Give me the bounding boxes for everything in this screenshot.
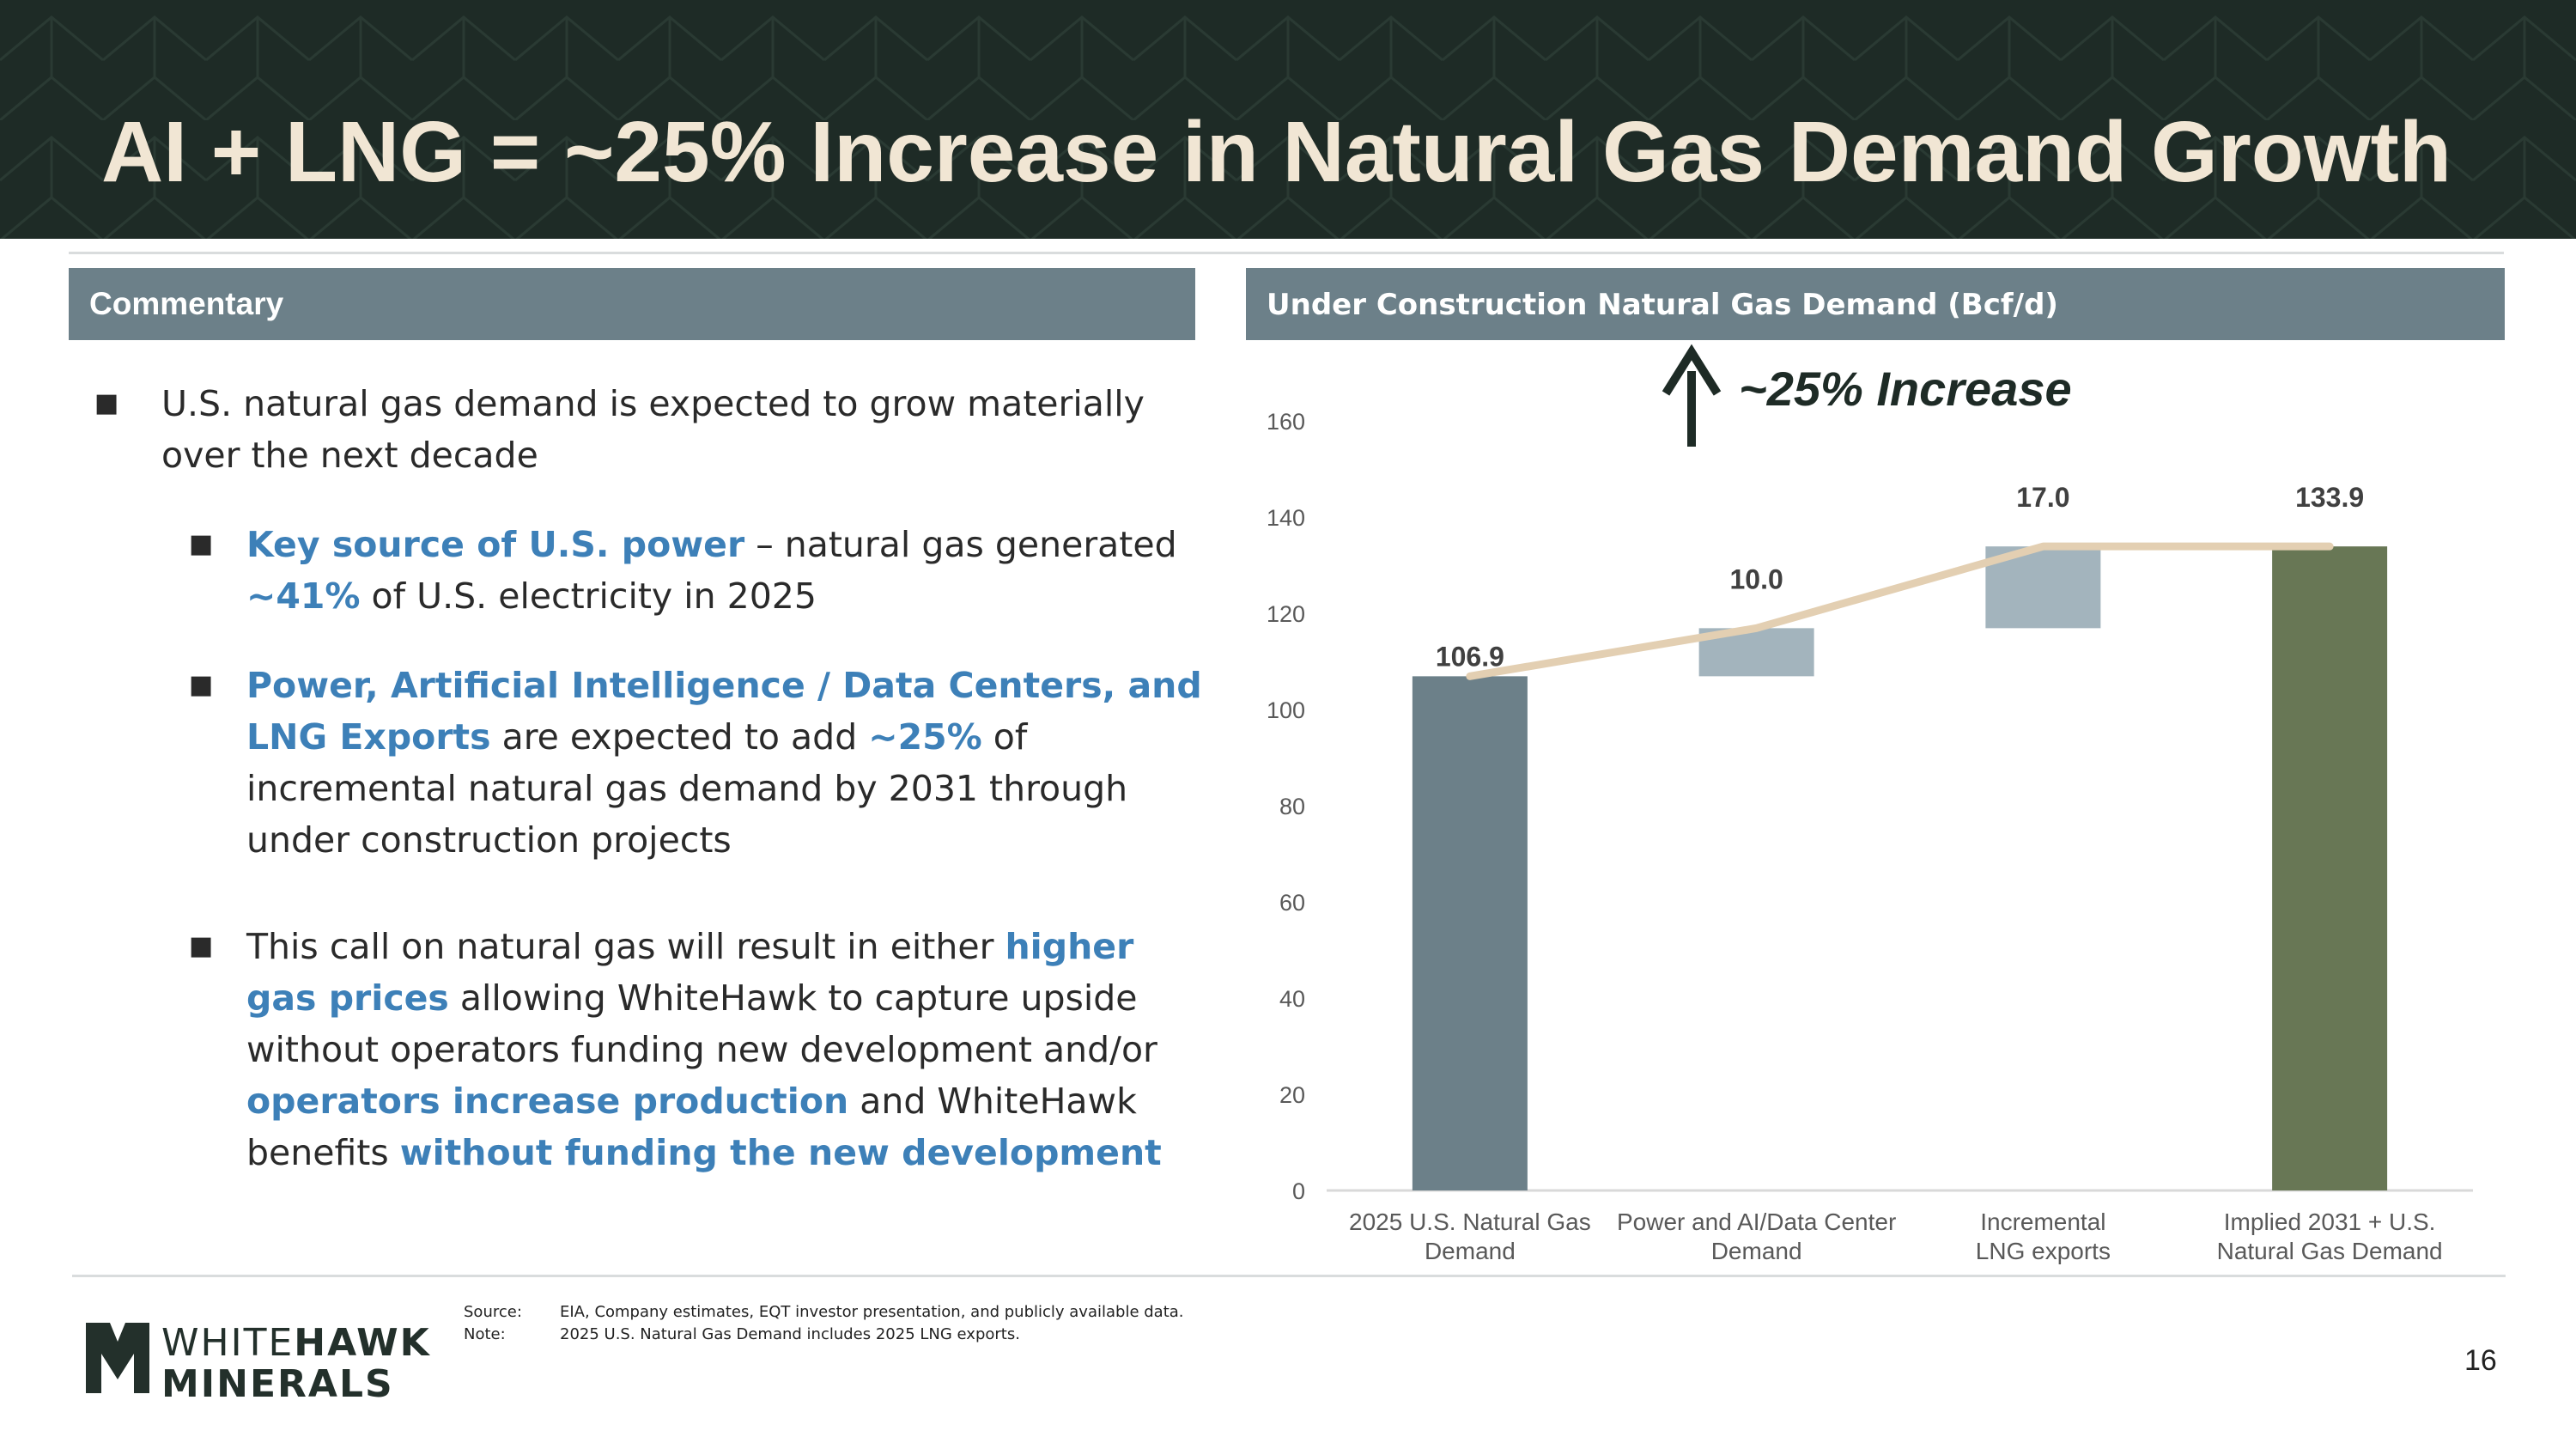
square-bullet-icon: ■ xyxy=(189,529,214,559)
y-tick-label: 20 xyxy=(1279,1082,1305,1108)
x-category-label: Power and AI/Data Center xyxy=(1617,1209,1896,1235)
source-note: Source: EIA, Company estimates, EQT inves… xyxy=(464,1303,1184,1321)
square-bullet-icon: ■ xyxy=(189,670,214,700)
commentary-header: Commentary xyxy=(69,268,1195,340)
trend-line xyxy=(1466,542,2334,680)
header-pattern xyxy=(0,0,2576,239)
y-tick-label: 140 xyxy=(1267,505,1305,531)
commentary-heading: Commentary xyxy=(89,286,284,321)
x-category-label: 2025 U.S. Natural Gas xyxy=(1349,1209,1591,1235)
chart-heading: Under Construction Natural Gas Demand (B… xyxy=(1267,288,2058,322)
data-label: 10.0 xyxy=(1729,563,1783,594)
y-tick-label: 0 xyxy=(1292,1178,1305,1204)
x-category-label: Natural Gas Demand xyxy=(2217,1238,2443,1264)
commentary-bullet-2: ■ Key source of U.S. power – natural gas… xyxy=(86,519,1202,622)
footer-divider xyxy=(72,1275,2506,1277)
square-bullet-icon: ■ xyxy=(94,388,119,418)
page-number: 16 xyxy=(2464,1344,2497,1377)
logo-wordmark: WHITEHAWK MINERALS xyxy=(161,1321,431,1406)
commentary-bullet-1: ■ U.S. natural gas demand is expected to… xyxy=(86,378,1202,481)
x-category-label: Incremental xyxy=(1980,1209,2105,1235)
increase-annotation: ~25% Increase xyxy=(1739,362,2072,416)
title-banner: AI + LNG = ~25% Increase in Natural Gas … xyxy=(0,0,2576,239)
commentary-body: ■ U.S. natural gas demand is expected to… xyxy=(86,378,1202,1216)
up-arrow-head-icon xyxy=(1662,344,1722,396)
y-tick-label: 40 xyxy=(1279,986,1305,1012)
chart-header: Under Construction Natural Gas Demand (B… xyxy=(1246,268,2505,340)
x-category-label: LNG exports xyxy=(1976,1238,2111,1264)
commentary-bullet-4: ■ This call on natural gas will result i… xyxy=(86,921,1202,1178)
y-tick-label: 160 xyxy=(1267,409,1305,435)
page-title: AI + LNG = ~25% Increase in Natural Gas … xyxy=(101,104,2452,200)
y-tick-label: 60 xyxy=(1279,890,1305,916)
x-category-label: Demand xyxy=(1425,1238,1516,1264)
whitehawk-logo: WHITEHAWK MINERALS xyxy=(84,1323,445,1405)
data-label: 106.9 xyxy=(1436,641,1504,672)
general-note: Note: 2025 U.S. Natural Gas Demand includ… xyxy=(464,1325,1020,1343)
square-bullet-icon: ■ xyxy=(189,931,214,961)
data-label: 17.0 xyxy=(2016,482,2069,513)
bar-1 xyxy=(1412,676,1528,1190)
y-tick-label: 120 xyxy=(1267,601,1305,627)
x-category-label: Implied 2031 + U.S. xyxy=(2224,1209,2436,1235)
data-label: 133.9 xyxy=(2295,482,2364,513)
y-tick-label: 100 xyxy=(1267,697,1305,723)
footnotes: Source: EIA, Company estimates, EQT inves… xyxy=(464,1301,1184,1346)
y-tick-label: 80 xyxy=(1279,794,1305,819)
x-category-label: Demand xyxy=(1711,1238,1802,1264)
commentary-bullet-3: ■ Power, Artificial Intelligence / Data … xyxy=(86,660,1202,866)
bar-4 xyxy=(2272,546,2388,1190)
hawk-logo-icon xyxy=(86,1323,149,1393)
header-divider xyxy=(69,252,2504,254)
